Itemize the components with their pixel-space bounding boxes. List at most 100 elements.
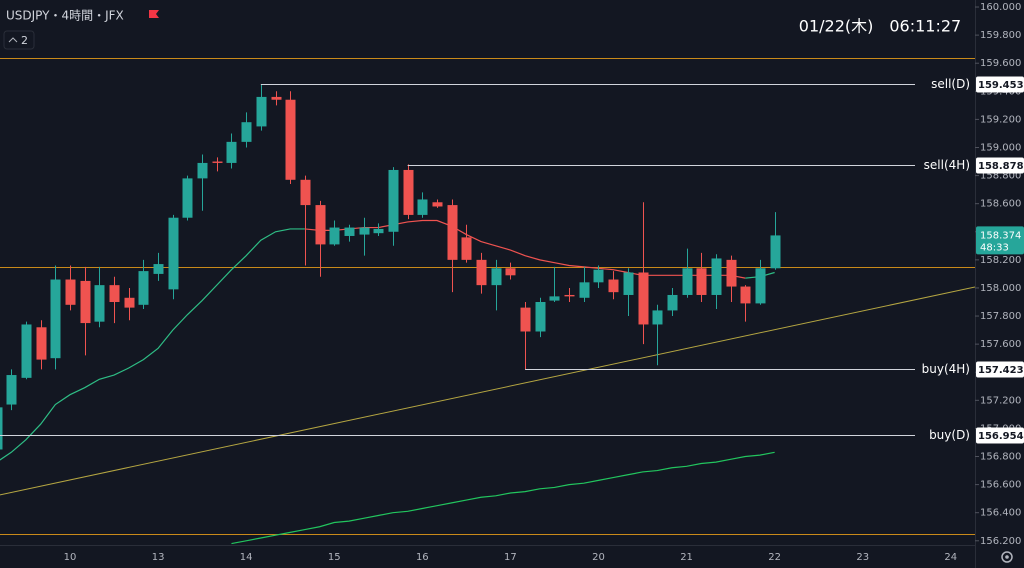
- candle-body: [153, 264, 164, 274]
- candle-body: [608, 279, 619, 293]
- candle-body: [344, 227, 355, 236]
- candle-body: [417, 199, 428, 215]
- level-price: 159.453: [978, 80, 1024, 91]
- level-price-box: [976, 427, 1024, 444]
- countdown: 48:33: [980, 242, 1009, 253]
- candle-body: [638, 272, 649, 325]
- y-tick-label: 157.600: [980, 339, 1021, 350]
- indicator-count: 2: [21, 34, 28, 47]
- candle-body: [80, 280, 91, 324]
- x-tick-label: 10: [64, 552, 77, 563]
- candle-body: [50, 279, 61, 359]
- candle-body: [241, 122, 252, 142]
- level-name: buy(4H): [922, 362, 970, 376]
- candle-body: [403, 169, 414, 215]
- x-tick-label: 20: [592, 552, 605, 563]
- x-tick-label: 21: [680, 552, 693, 563]
- flag-icon[interactable]: [149, 10, 159, 18]
- candle-body: [226, 141, 237, 163]
- y-tick-label: 157.200: [980, 395, 1021, 406]
- last-price-box: [976, 226, 1024, 255]
- candle-body: [168, 217, 179, 290]
- candle-body: [329, 227, 340, 245]
- candle-body: [256, 96, 267, 127]
- gear-center[interactable]: [1005, 555, 1009, 559]
- level-name: sell(D): [931, 77, 970, 91]
- candle-body: [21, 324, 32, 378]
- y-tick-label: 159.800: [980, 30, 1021, 41]
- candle-body: [212, 161, 223, 163]
- y-tick-label: 160.000: [980, 2, 1021, 13]
- candle-body: [652, 310, 663, 325]
- moving-average: [231, 451, 775, 545]
- candle-body: [109, 285, 120, 302]
- candle-body: [271, 96, 282, 100]
- y-tick-label: 158.200: [980, 255, 1021, 266]
- trendline: [0, 286, 975, 496]
- candle-body: [359, 227, 370, 235]
- candle-body: [491, 268, 502, 286]
- y-tick-label: 156.200: [980, 536, 1021, 547]
- x-tick-label: 23: [856, 552, 869, 563]
- settings-icon[interactable]: [1001, 551, 1013, 563]
- candle-body: [623, 272, 634, 295]
- gear[interactable]: [1001, 551, 1013, 563]
- candle-body: [0, 407, 3, 450]
- candle-body: [755, 268, 766, 304]
- candle-body: [373, 228, 384, 234]
- x-tick-label: 24: [944, 552, 957, 563]
- candle-body: [285, 99, 296, 180]
- y-tick-label: 156.800: [980, 452, 1021, 463]
- candle-body: [770, 235, 781, 269]
- last-price: 158.374: [980, 230, 1021, 241]
- candle-body: [682, 268, 693, 295]
- candle-body: [36, 327, 47, 360]
- candle-body: [476, 259, 487, 286]
- candle-body: [505, 268, 516, 276]
- y-tick-label: 159.000: [980, 142, 1021, 153]
- level-price: 156.954: [978, 431, 1024, 442]
- indicator-toggle[interactable]: [3, 30, 35, 50]
- candle-body: [740, 286, 751, 304]
- candle-body: [726, 259, 737, 287]
- candle-body: [667, 294, 678, 311]
- candle-body: [447, 205, 458, 260]
- x-tick-label: 13: [152, 552, 165, 563]
- candle-body: [65, 279, 76, 305]
- moving-average: [0, 228, 305, 461]
- x-tick-label: 22: [768, 552, 781, 563]
- candle-body: [593, 269, 604, 283]
- clock: 01/22(木) 06:11:27: [799, 17, 961, 36]
- y-tick-label: 157.800: [980, 311, 1021, 322]
- candle-body: [432, 202, 443, 207]
- candle-body: [579, 282, 590, 298]
- plot-area: [0, 58, 975, 545]
- chevron-icon: [8, 37, 18, 43]
- candle-body: [696, 268, 707, 295]
- y-tick-label: 156.600: [980, 480, 1021, 491]
- candle-body: [197, 162, 208, 179]
- candle-body: [6, 375, 17, 405]
- candle-body: [300, 179, 311, 206]
- level-price-box: [976, 361, 1024, 378]
- level-price: 158.878: [978, 161, 1024, 172]
- y-tick-label: 158.800: [980, 171, 1021, 182]
- level-name: buy(D): [929, 428, 970, 442]
- candle-body: [94, 285, 105, 322]
- candle-body: [124, 297, 135, 308]
- y-tick-label: 158.600: [980, 199, 1021, 210]
- symbol-title[interactable]: USDJPY・4時間・JFX: [6, 9, 124, 23]
- y-tick-label: 158.000: [980, 283, 1021, 294]
- candle-body: [564, 294, 575, 297]
- x-tick-label: 17: [504, 552, 517, 563]
- candle-body: [182, 178, 193, 218]
- level-price-box: [976, 157, 1024, 174]
- y-tick-label: 156.400: [980, 508, 1021, 519]
- candle-body: [138, 271, 149, 305]
- level-price-box: [976, 76, 1024, 93]
- candle-body: [315, 205, 326, 245]
- candle-body: [535, 301, 546, 332]
